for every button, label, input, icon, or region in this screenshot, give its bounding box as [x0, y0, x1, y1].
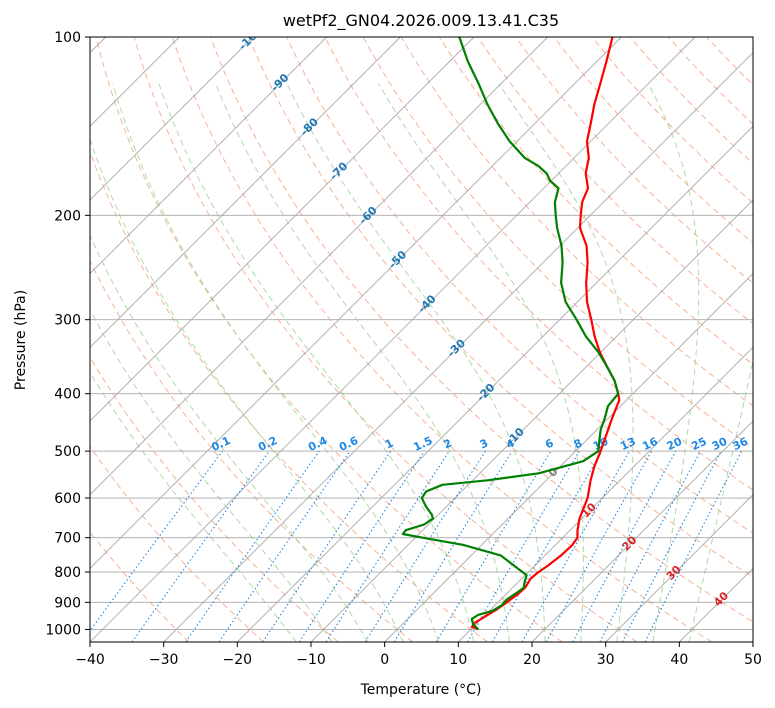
plot-frame — [89, 36, 754, 643]
moist-adiabat-line — [90, 137, 404, 642]
moist-adiabat-line — [158, 83, 475, 642]
dry-adiabat-line — [286, 37, 753, 534]
mixing-ratio-line — [262, 450, 392, 642]
moist-adiabat-line — [688, 358, 753, 642]
mixing-ratio-label: 36 — [731, 435, 751, 453]
dry-adiabat-line — [90, 356, 339, 642]
isotherm-line — [90, 37, 254, 201]
dry-adiabat-line — [210, 37, 753, 623]
x-tick-label: −10 — [296, 652, 326, 668]
y-tick-label: 1000 — [45, 622, 81, 638]
y-tick-label: 600 — [54, 491, 81, 507]
mixing-ratio-line — [325, 450, 450, 642]
moist-adiabat-line — [90, 308, 333, 642]
y-tick-label: 100 — [54, 30, 81, 46]
dry-adiabat-line — [324, 37, 753, 491]
x-tick-label: 30 — [597, 652, 615, 668]
dry-adiabat-line — [90, 445, 264, 642]
moist-adiabat-line — [112, 83, 439, 642]
mixing-ratio-line — [131, 450, 270, 642]
moist-adiabat-line — [90, 371, 297, 642]
mixing-ratio-line — [298, 450, 425, 642]
mixing-ratio-label: 25 — [689, 435, 708, 453]
isotherm-line — [605, 494, 753, 642]
y-tick-label: 300 — [54, 313, 81, 329]
mixing-ratio-line — [393, 450, 513, 642]
y-tick-label: 400 — [54, 387, 81, 403]
x-tick-label: 50 — [744, 652, 762, 668]
mixing-ratio-label: 20 — [665, 435, 685, 453]
moist-adiabat-line — [90, 234, 369, 642]
moist-adiabat-line — [215, 83, 510, 642]
mixing-ratio-label: 16 — [640, 435, 660, 453]
moist-adiabat-line — [498, 83, 634, 642]
isotherm-line — [163, 52, 753, 642]
x-tick-label: 10 — [449, 652, 467, 668]
isotherm-line — [458, 346, 753, 642]
chart-title: wetPf2_GN04.2026.009.13.41.C35 — [283, 11, 559, 31]
mixing-ratio-line — [521, 450, 630, 642]
dry-adiabat-line — [248, 37, 753, 578]
isotherm-line — [90, 37, 696, 642]
y-axis-title: Pressure (hPa) — [13, 290, 29, 390]
x-tick-label: −40 — [75, 652, 105, 668]
moist-adiabat-line — [378, 83, 584, 642]
mixing-ratio-line — [185, 450, 320, 642]
isotherm-line — [90, 37, 401, 348]
dewpoint-profile-line — [401, 37, 620, 631]
dry-adiabat-line — [90, 259, 414, 642]
isotherm-line — [90, 37, 622, 569]
mixing-ratio-label: 30 — [710, 435, 730, 453]
isotherm-line — [90, 37, 475, 422]
dry-adiabat-line — [171, 37, 712, 642]
moist-adiabat-line — [286, 83, 546, 642]
x-tick-label: 0 — [380, 652, 389, 668]
y-tick-label: 500 — [54, 444, 81, 460]
mixing-ratio-line — [545, 450, 653, 642]
x-tick-label: −20 — [223, 652, 253, 668]
isotherm-line — [310, 199, 753, 642]
isotherm-line — [237, 125, 753, 642]
y-tick-label: 700 — [54, 531, 81, 547]
moist-adiabat-line — [647, 83, 700, 642]
x-axis-title: Temperature (°C) — [360, 682, 482, 698]
isotherm-line — [531, 420, 753, 642]
mixing-ratio-line — [218, 450, 351, 642]
axes-layer: −40 −30 −20 −10 0 10 20 30 40 50 100 200 300 400 500 60… — [45, 30, 762, 668]
series-layer — [401, 37, 621, 631]
isotherm-line — [90, 37, 327, 275]
x-tick-label: −30 — [149, 652, 179, 668]
y-tick-label: 800 — [54, 565, 81, 581]
isotherm-line — [90, 37, 548, 496]
y-tick-label: 900 — [54, 595, 81, 611]
isotherm-line — [384, 273, 753, 642]
x-tick-label: 20 — [523, 652, 541, 668]
mixing-ratio-line — [644, 450, 743, 642]
mixing-ratio-line — [90, 450, 223, 632]
mixing-ratio-line — [572, 450, 677, 642]
dry-adiabat-line — [95, 37, 563, 642]
y-tick-label: 200 — [54, 208, 81, 224]
temperature-profile-line — [470, 37, 621, 631]
x-tick-label: 40 — [670, 652, 688, 668]
mixing-ratio-label: 13 — [618, 435, 637, 453]
dry-adiabat-line — [515, 37, 753, 284]
